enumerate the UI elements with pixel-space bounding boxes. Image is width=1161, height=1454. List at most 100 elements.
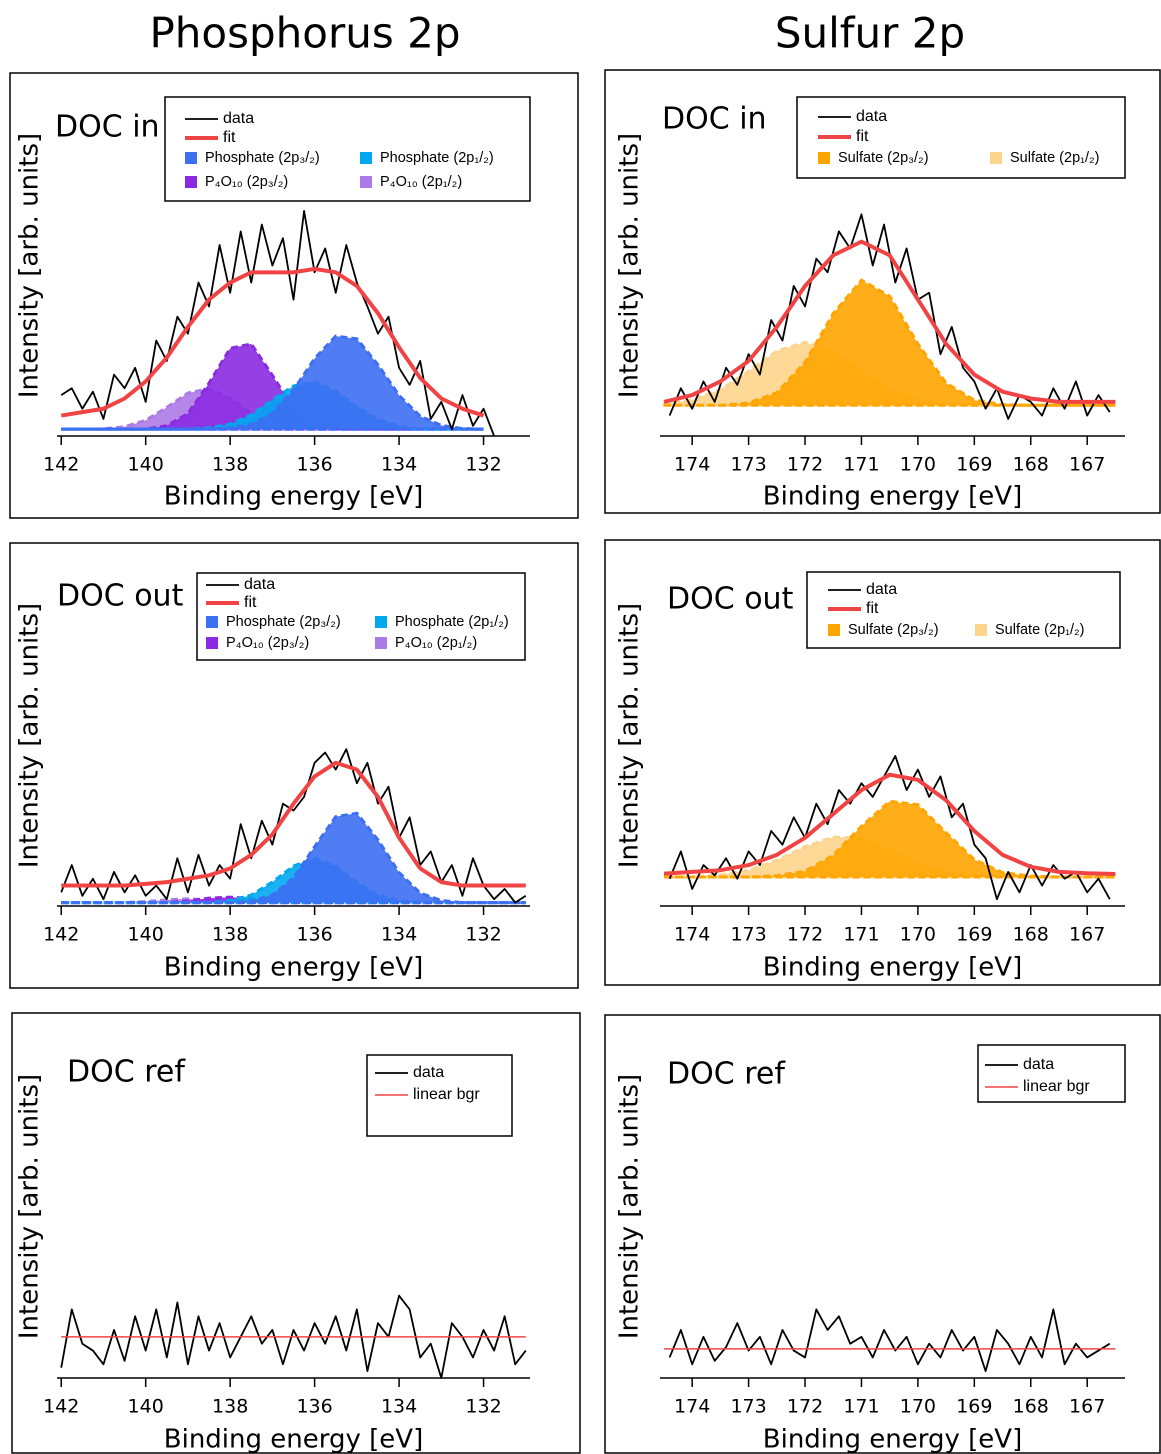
x-tick-label: 172: [787, 1396, 823, 1418]
x-tick-label: 174: [674, 454, 710, 476]
legend-swatch: [360, 176, 372, 188]
panel: 174 173 172 171 170 169 168 167 Binding energy […: [604, 69, 1161, 514]
legend-label: fit: [244, 594, 257, 611]
x-tick-label: 171: [843, 924, 879, 946]
legend-label: P₄O₁₀ (2p₃/₂): [226, 635, 309, 651]
x-tick-label: 173: [730, 1396, 766, 1418]
legend-label: linear bgr: [1023, 1078, 1090, 1095]
legend-box: [164, 96, 531, 202]
series-line: [61, 760, 526, 888]
x-tick-label: 140: [128, 924, 164, 946]
x-axis-title: Binding energy [eV]: [763, 1425, 1022, 1454]
column-title: Phosphorus 2p: [149, 9, 460, 58]
x-tick-label: 170: [900, 454, 936, 476]
x-axis-title: Binding energy [eV]: [763, 482, 1022, 512]
panel: 142 140 138 136 134 132 Binding energy [eV] Int…: [9, 542, 579, 989]
legend-swatch: [818, 152, 830, 164]
x-tick-label: 172: [787, 454, 823, 476]
panel-label: DOC out: [57, 579, 184, 614]
x-tick-label: 171: [843, 1396, 879, 1418]
legend-label: data: [223, 110, 254, 127]
x-tick-label: 173: [730, 924, 766, 946]
panel-label: DOC out: [667, 582, 794, 617]
y-axis-title: Intensity [arb. units]: [15, 603, 45, 868]
legend-label: data: [866, 581, 897, 598]
legend-box: [796, 96, 1126, 179]
legend-swatch: [185, 152, 197, 164]
x-tick-label: 173: [730, 454, 766, 476]
x-tick-label: 138: [212, 924, 248, 946]
y-axis-title: Intensity [arb. units]: [615, 603, 645, 868]
x-tick-label: 142: [43, 454, 79, 476]
series-line: [668, 1308, 1111, 1373]
component-area: [663, 799, 1116, 879]
x-tick-label: 174: [674, 924, 710, 946]
x-tick-label: 169: [956, 454, 992, 476]
legend-label: Phosphate (2p₃/₂): [205, 150, 320, 166]
x-tick-label: 171: [843, 454, 879, 476]
x-tick-label: 132: [465, 1396, 501, 1418]
x-tick-label: 142: [43, 924, 79, 946]
y-axis-title: Intensity [arb. units]: [15, 133, 45, 398]
x-tick-label: 174: [674, 1396, 710, 1418]
legend-label: P₄O₁₀ (2p₃/₂): [205, 174, 288, 190]
x-tick-label: 142: [43, 1396, 79, 1418]
panel-frame: [604, 69, 1161, 514]
x-tick-label: 172: [787, 924, 823, 946]
x-axis-title: Binding energy [eV]: [164, 1425, 423, 1454]
x-tick-label: 140: [128, 1396, 164, 1418]
legend-label: Sulfate (2p₁/₂): [1010, 150, 1100, 166]
panel-label: DOC in: [662, 102, 767, 137]
x-tick-label: 170: [900, 924, 936, 946]
panel-frame: [604, 1014, 1161, 1454]
legend-label: fit: [856, 128, 869, 145]
x-tick-label: 140: [128, 454, 164, 476]
panel-frame: [604, 539, 1161, 986]
x-tick-label: 132: [465, 454, 501, 476]
x-axis-title: Binding energy [eV]: [763, 953, 1022, 983]
x-tick-label: 138: [212, 454, 248, 476]
x-tick-label: 136: [296, 454, 332, 476]
panel-frame: [9, 542, 579, 989]
x-tick-label: 134: [381, 924, 417, 946]
panel: 142 140 138 136 134 132 Binding energy [eV] Int…: [11, 1012, 581, 1454]
component-area: [61, 811, 526, 905]
legend-label: data: [1023, 1056, 1054, 1073]
legend-label: data: [413, 1064, 444, 1081]
panel-frame: [11, 1012, 581, 1454]
panel: 142 140 138 136 134 132 Binding energy [eV] Int…: [9, 72, 579, 519]
legend-swatch: [975, 624, 987, 636]
legend-label: Phosphate (2p₃/₂): [226, 614, 341, 630]
x-tick-label: 138: [212, 1396, 248, 1418]
legend-label: Phosphate (2p₁/₂): [395, 614, 509, 630]
series-line: [60, 210, 495, 437]
legend-swatch: [990, 152, 1002, 164]
legend-label: Sulfate (2p₃/₂): [848, 622, 939, 638]
legend-label: P₄O₁₀ (2p₁/₂): [380, 174, 462, 190]
legend-label: Sulfate (2p₃/₂): [838, 150, 929, 166]
panel-label: DOC ref: [67, 1055, 186, 1090]
x-tick-label: 136: [296, 1396, 332, 1418]
x-tick-label: 169: [956, 924, 992, 946]
x-tick-label: 167: [1069, 924, 1105, 946]
x-axis-title: Binding energy [eV]: [164, 953, 423, 983]
x-tick-label: 168: [1013, 454, 1049, 476]
legend-label: fit: [866, 600, 879, 617]
legend-label: P₄O₁₀ (2p₁/₂): [395, 635, 477, 651]
series-line: [60, 1294, 527, 1379]
column-title: Sulfur 2p: [775, 9, 965, 58]
legend-swatch: [828, 624, 840, 636]
x-tick-label: 168: [1013, 924, 1049, 946]
y-axis-title: Intensity [arb. units]: [615, 1074, 645, 1339]
series-line: [60, 266, 485, 418]
panel-label: DOC ref: [667, 1057, 786, 1092]
legend-label: Sulfate (2p₁/₂): [995, 622, 1085, 638]
legend-swatch: [185, 176, 197, 188]
x-axis-title: Binding energy [eV]: [164, 482, 423, 512]
legend-label: Phosphate (2p₁/₂): [380, 150, 494, 166]
x-tick-label: 134: [381, 1396, 417, 1418]
legend-label: data: [244, 576, 275, 593]
x-tick-label: 132: [465, 924, 501, 946]
